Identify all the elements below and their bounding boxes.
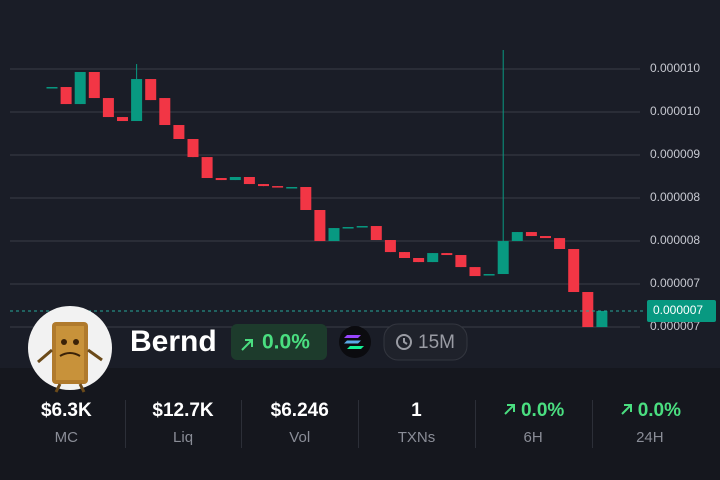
stat: 1 TXNs xyxy=(358,368,475,480)
token-name: Bernd xyxy=(130,325,217,358)
candle-body xyxy=(356,226,368,228)
plot: 0.000010 0.000010 0.000009 0.000008 0.000008… xyxy=(10,50,716,333)
candle-body xyxy=(243,177,255,185)
up-arrow xyxy=(241,339,253,351)
candle-body xyxy=(215,178,227,181)
candle-body xyxy=(596,311,608,328)
candle-body xyxy=(173,125,185,140)
stat-value: $12.7K xyxy=(125,400,242,422)
candle-body xyxy=(384,240,396,253)
candle-body xyxy=(370,226,382,241)
candle-body xyxy=(483,274,495,276)
y-tick-label: 0.000009 xyxy=(650,147,700,161)
stat-value: $6.246 xyxy=(241,400,358,422)
candle-body xyxy=(117,117,128,122)
y-tick-label: 0.000008 xyxy=(650,233,700,247)
candle-body xyxy=(568,249,580,293)
up-arrow xyxy=(620,404,632,415)
stat-label: 24H xyxy=(636,429,664,446)
stat-label: TXNs xyxy=(397,429,436,446)
candle-body xyxy=(88,72,100,99)
last-price-label: 0.000007 xyxy=(653,303,703,317)
stat-label: Liq xyxy=(173,429,194,446)
divider xyxy=(474,400,476,448)
stat-label: MC xyxy=(54,429,78,446)
stat: 0.0% 24H xyxy=(591,368,709,480)
candle-body xyxy=(455,255,467,268)
candle-body xyxy=(582,292,594,328)
candle-body xyxy=(399,252,410,258)
candle-body xyxy=(328,228,340,242)
candle-body xyxy=(300,187,312,210)
candle-body xyxy=(102,98,114,118)
stat: $6.3K MC xyxy=(8,368,125,480)
candle-body xyxy=(60,87,72,105)
stat: $6.246 Vol xyxy=(241,368,358,480)
candle-body xyxy=(497,241,509,275)
candle-body xyxy=(540,236,551,239)
candle-body xyxy=(229,177,241,181)
candle-body xyxy=(511,232,523,242)
divider xyxy=(358,400,360,448)
divider xyxy=(124,400,126,448)
y-tick-label: 0.000010 xyxy=(650,61,700,75)
candle-body xyxy=(525,232,537,237)
stat-value: 1 xyxy=(358,400,475,422)
last-price-tag xyxy=(647,300,716,323)
stat-value: $6.3K xyxy=(8,400,125,422)
candle-body xyxy=(201,157,213,179)
y-tick-label: 0.000008 xyxy=(650,190,700,204)
stat-value: 0.0% xyxy=(475,400,592,422)
candle-body xyxy=(286,187,298,189)
up-arrow xyxy=(504,404,515,415)
y-tick-label: 0.000007 xyxy=(650,319,700,333)
divider xyxy=(241,400,243,448)
candle-body xyxy=(131,79,143,122)
stat: 0.0% 6H xyxy=(474,368,592,480)
y-tick-label: 0.000007 xyxy=(650,276,700,290)
divider xyxy=(591,400,593,448)
stat-value-text: $6.246 xyxy=(270,400,329,421)
stat-value-text: 0.0% xyxy=(637,400,681,421)
avatar xyxy=(28,306,112,393)
stats-panel xyxy=(0,368,720,480)
candle-body xyxy=(413,257,425,263)
stat-label: 6H xyxy=(523,429,543,446)
stat-value: 0.0% xyxy=(592,400,709,422)
candle-body xyxy=(342,227,354,229)
stat: $12.7K Liq xyxy=(124,368,242,480)
candle-body xyxy=(469,267,481,277)
timeframe: 15M xyxy=(418,332,455,353)
clock-icon xyxy=(396,334,412,350)
candle-body xyxy=(46,87,58,89)
y-tick-label: 0.000010 xyxy=(650,104,700,118)
candle-body xyxy=(159,98,171,126)
sol-icon xyxy=(339,326,371,358)
candle-body xyxy=(258,184,269,187)
change: 0.0% xyxy=(262,331,310,354)
candle-body xyxy=(187,139,199,158)
candle-body xyxy=(554,238,566,250)
candle-body xyxy=(74,72,86,105)
stat-value-text: $6.3K xyxy=(40,400,92,421)
stat-label: Vol xyxy=(289,429,311,446)
candle-body xyxy=(427,253,439,263)
candle-body xyxy=(314,209,326,242)
stat-value-text: 0.0% xyxy=(520,400,565,421)
stat-value-text: 1 xyxy=(411,400,422,421)
change-badge xyxy=(231,324,327,360)
timeframe-badge[interactable] xyxy=(383,323,468,361)
stat-value-text: $12.7K xyxy=(152,400,214,421)
candle-body xyxy=(441,253,453,256)
candle-body xyxy=(272,186,284,188)
candle-body xyxy=(145,79,157,101)
